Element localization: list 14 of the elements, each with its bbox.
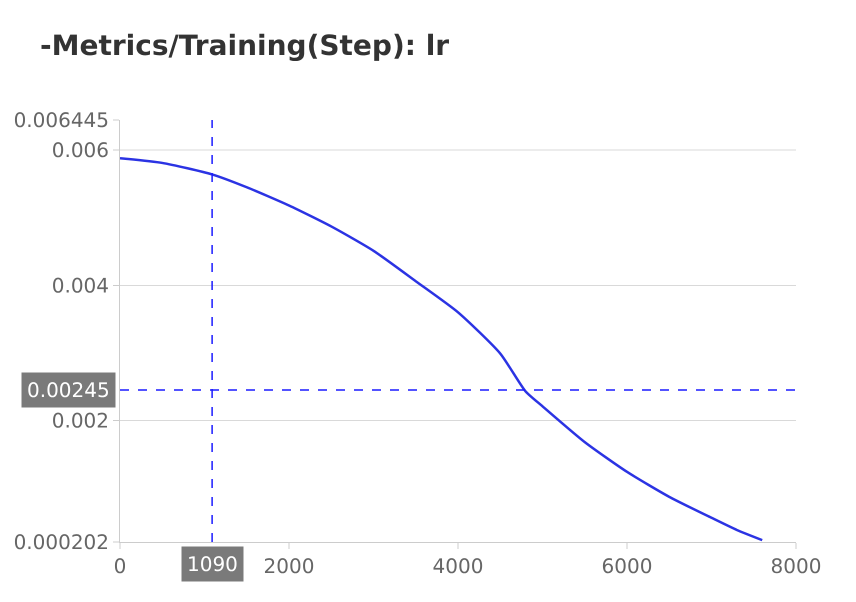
- x-tick-label: 2000: [264, 554, 314, 578]
- x-tick-label: 4000: [432, 554, 484, 578]
- x-tick-label: 0: [114, 554, 126, 578]
- x-tick-label: 8000: [770, 554, 822, 578]
- ref-line-label: 1090: [187, 552, 238, 576]
- chart-title: -Metrics/Training(Step): lr: [40, 28, 450, 62]
- line-series: [120, 156, 764, 542]
- y-tick-label: 0.002: [52, 408, 109, 432]
- y-tick-label: 0.000202: [14, 530, 109, 554]
- y-tick-label: 0.006: [52, 138, 109, 162]
- ref-line-label: 0.00245: [27, 378, 110, 402]
- y-tick-label: 0.004: [52, 273, 109, 298]
- y-tick-label: 0.006445: [14, 108, 109, 132]
- x-tick-label: 6000: [602, 554, 652, 578]
